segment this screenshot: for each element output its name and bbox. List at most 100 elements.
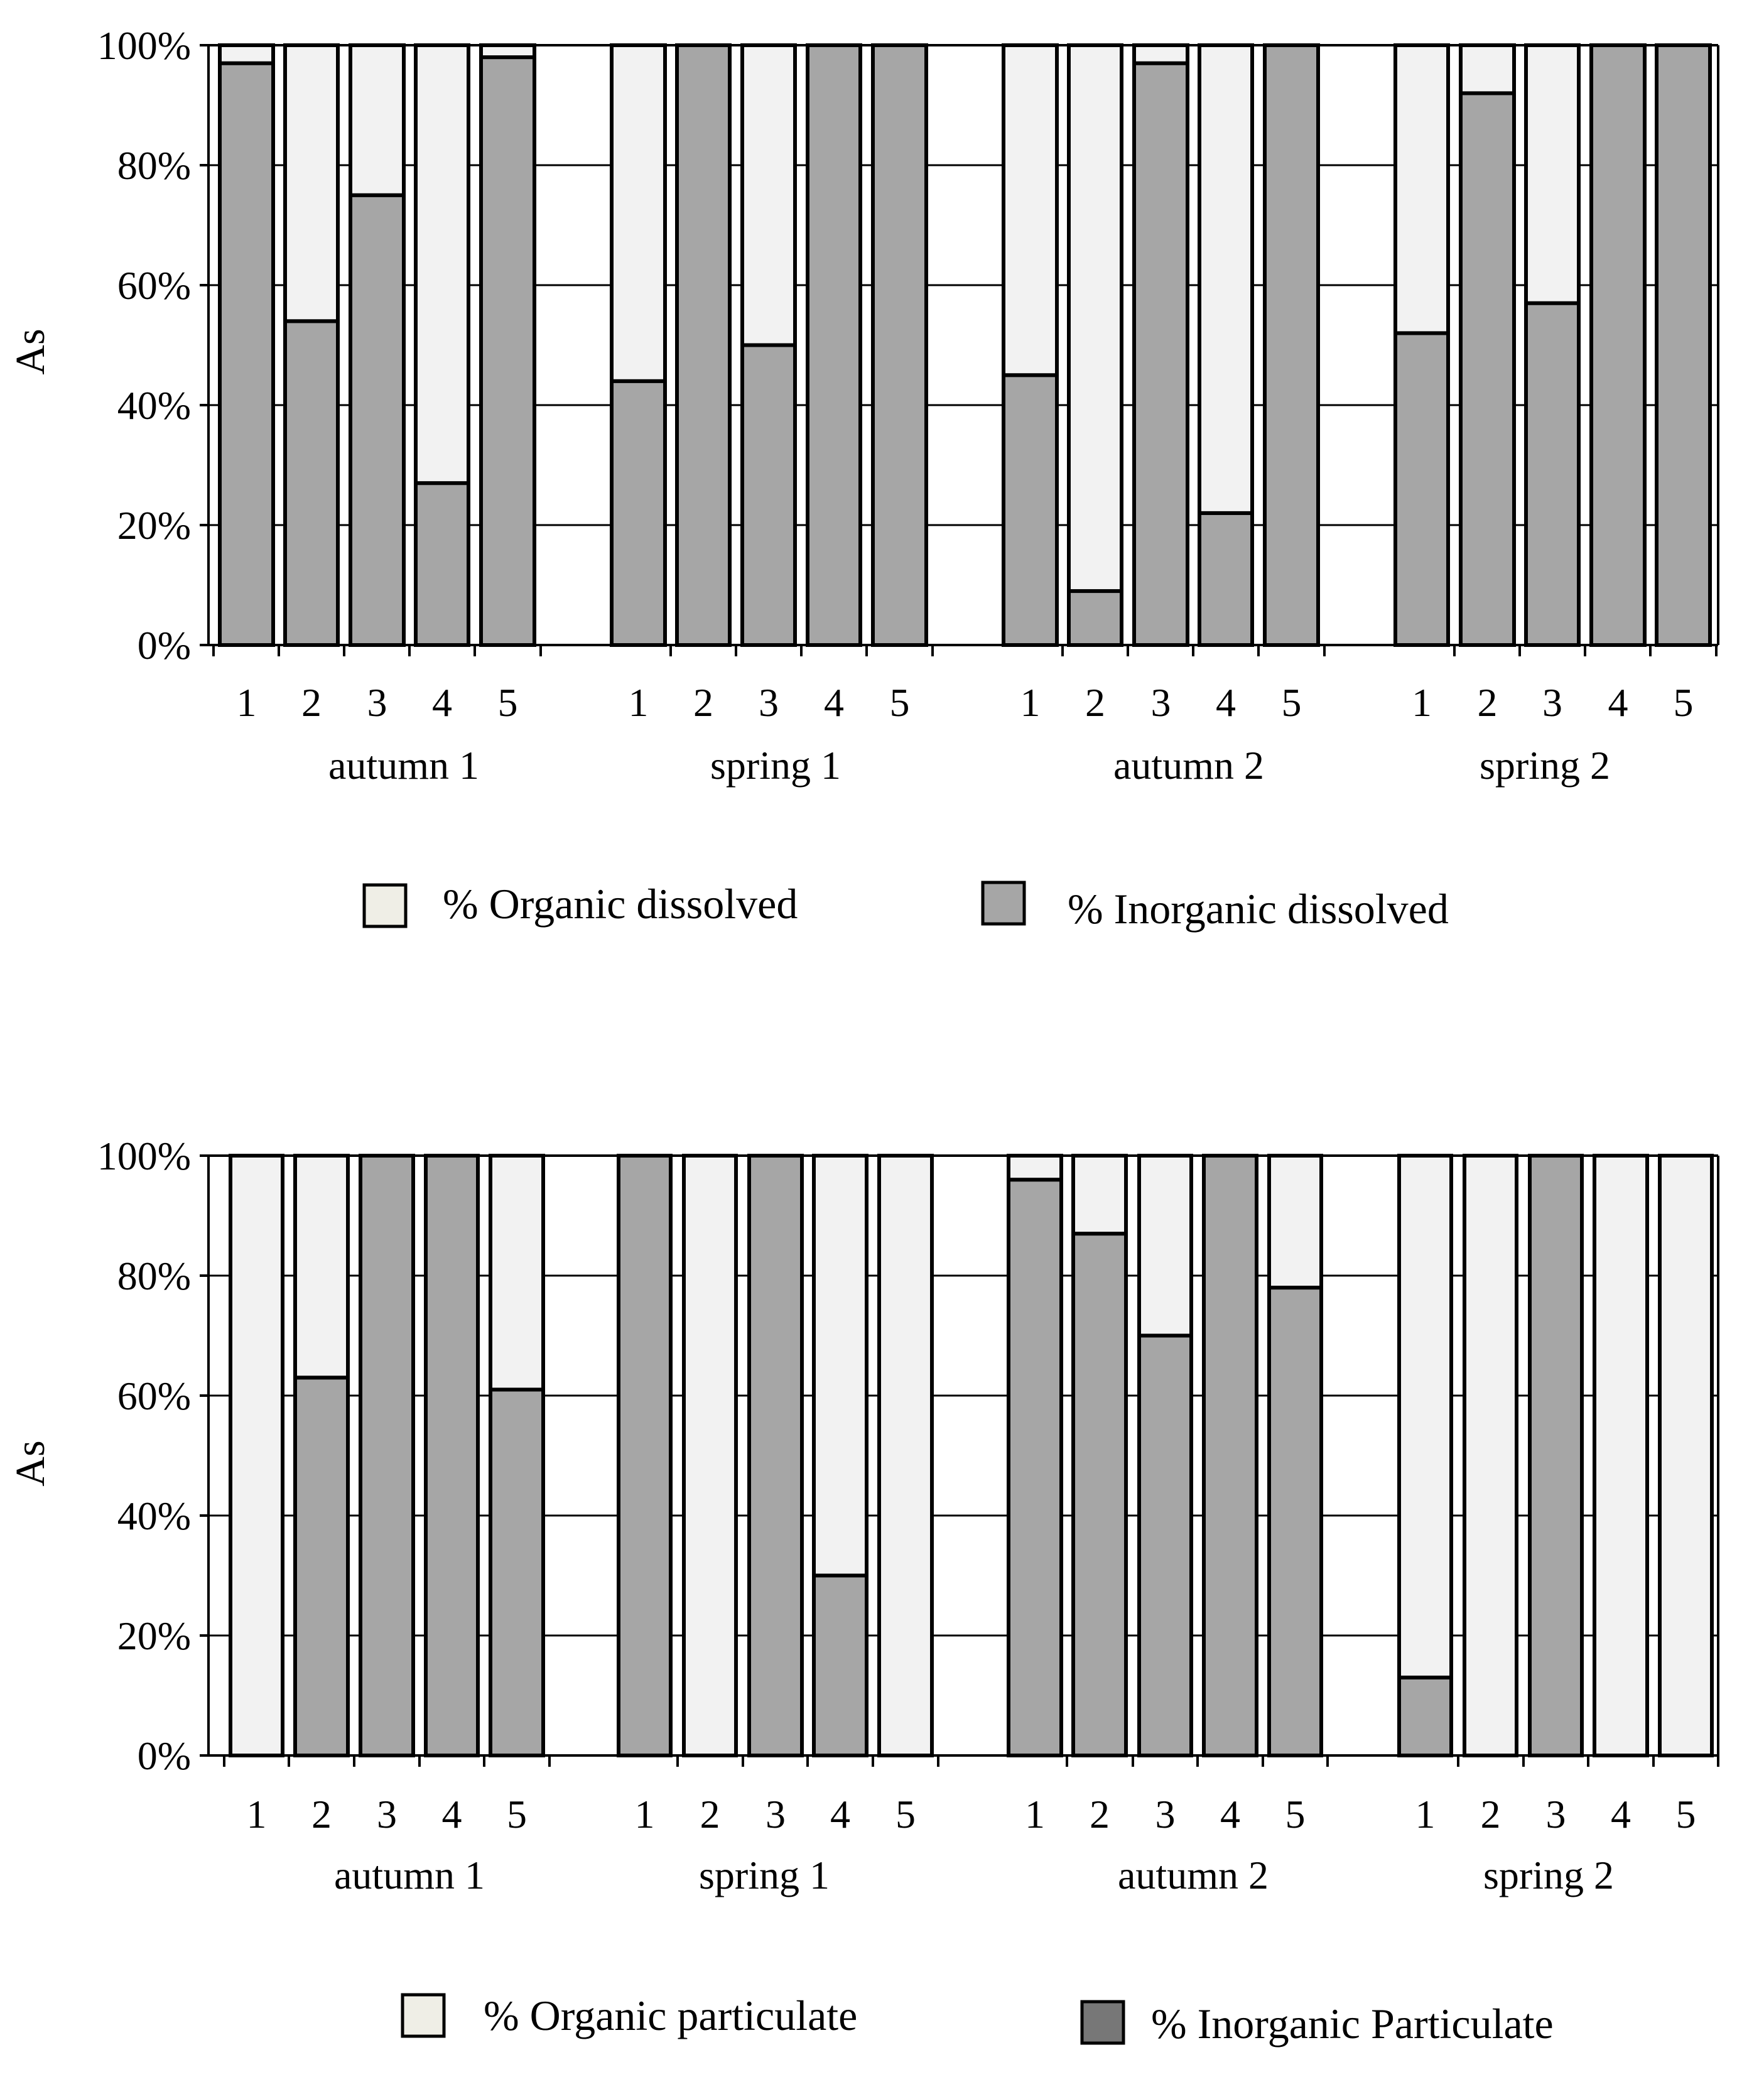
x-category-label: 4	[1220, 1792, 1240, 1836]
x-category-label: 5	[890, 680, 910, 725]
bar-inorganic	[1589, 43, 1647, 647]
bar-organic	[283, 43, 340, 323]
bar-inorganic	[479, 55, 536, 648]
y-tick-label: 80%	[117, 143, 191, 188]
bar-inorganic	[359, 1154, 415, 1757]
bar-inorganic	[1137, 1333, 1193, 1757]
bar-organic	[1071, 1154, 1128, 1236]
bar-organic	[1463, 1154, 1518, 1757]
x-category-label: 3	[766, 1792, 786, 1836]
bar-organic	[293, 1154, 350, 1380]
y-tick-label: 40%	[117, 383, 191, 428]
bar-organic	[1393, 43, 1450, 335]
bar-inorganic	[1528, 1154, 1584, 1757]
bar-organic	[1459, 43, 1516, 95]
x-category-label: 1	[629, 680, 649, 725]
x-category-label: 2	[700, 1792, 720, 1836]
bar-inorganic	[1132, 61, 1189, 647]
legend-swatch	[981, 881, 1026, 926]
x-group-label: spring 1	[710, 743, 841, 788]
bar-inorganic	[610, 379, 667, 647]
y-tick-label: 80%	[117, 1254, 191, 1298]
y-tick-label: 20%	[117, 503, 191, 548]
x-category-label: 3	[1155, 1792, 1176, 1836]
x-category-label: 4	[442, 1792, 462, 1836]
bar-inorganic	[747, 1154, 804, 1757]
x-category-label: 3	[1546, 1792, 1566, 1836]
bar-inorganic	[293, 1375, 350, 1758]
bar-organic	[812, 1154, 868, 1578]
x-category-label: 4	[830, 1792, 850, 1836]
x-category-label: 2	[1481, 1792, 1501, 1836]
bar-inorganic	[1263, 43, 1320, 647]
bar-organic	[414, 43, 470, 486]
x-category-label: 1	[1020, 680, 1041, 725]
legend-label: % Inorganic dissolved	[1068, 885, 1449, 933]
y-axis-label: As	[8, 1440, 53, 1486]
bar-inorganic	[1007, 1178, 1063, 1757]
x-category-label: 1	[1412, 680, 1432, 725]
bar-organic	[479, 43, 536, 60]
bar-inorganic	[675, 43, 732, 647]
bar-organic	[1067, 43, 1123, 594]
legend-label: % Organic dissolved	[443, 880, 798, 928]
x-category-label: 3	[1151, 680, 1171, 725]
x-category-label: 1	[1025, 1792, 1045, 1836]
x-group-label: autumn 1	[334, 1853, 485, 1897]
x-category-label: 5	[1285, 1792, 1306, 1836]
bar-organic	[218, 43, 275, 65]
x-category-label: 5	[896, 1792, 916, 1836]
bar-inorganic	[1393, 331, 1450, 648]
legend-swatch	[362, 883, 408, 928]
bar-inorganic	[1267, 1286, 1323, 1758]
bar-organic	[229, 1154, 284, 1757]
x-group-label: spring 1	[699, 1853, 830, 1897]
bar-inorganic	[1459, 91, 1516, 647]
x-category-label: 2	[301, 680, 322, 725]
x-category-label: 2	[311, 1792, 332, 1836]
y-tick-label: 40%	[117, 1494, 191, 1538]
bar-organic	[1137, 1154, 1193, 1338]
bar-inorganic	[424, 1154, 480, 1757]
x-category-label: 5	[1674, 680, 1694, 725]
bar-inorganic	[1655, 43, 1712, 647]
legend-swatch	[401, 1993, 446, 2038]
x-category-label: 2	[1090, 1792, 1110, 1836]
legend-label: % Organic particulate	[484, 1992, 857, 2039]
y-tick-label: 0%	[138, 1733, 191, 1778]
x-category-label: 3	[367, 680, 387, 725]
bar-inorganic	[1397, 1675, 1453, 1758]
bar-organic	[610, 43, 667, 383]
bar-organic	[349, 43, 406, 197]
bar-organic	[682, 1154, 738, 1757]
bar-inorganic	[1198, 511, 1254, 648]
x-category-label: 3	[377, 1792, 397, 1836]
bar-inorganic	[489, 1387, 545, 1757]
bar-organic	[1002, 43, 1059, 377]
x-category-label: 4	[1611, 1792, 1631, 1836]
bar-inorganic	[812, 1573, 868, 1757]
y-tick-label: 0%	[138, 623, 191, 668]
bar-organic	[1132, 43, 1189, 65]
x-category-label: 4	[824, 680, 844, 725]
bar-inorganic	[740, 343, 797, 647]
x-category-label: 3	[1542, 680, 1562, 725]
bar-organic	[1593, 1154, 1649, 1757]
x-category-label: 5	[1282, 680, 1302, 725]
bar-inorganic	[1002, 373, 1059, 647]
x-category-label: 1	[247, 1792, 267, 1836]
x-category-label: 5	[498, 680, 518, 725]
x-category-label: 1	[1415, 1792, 1436, 1836]
x-category-label: 2	[1478, 680, 1498, 725]
y-tick-label: 60%	[117, 1374, 191, 1418]
bar-inorganic	[283, 319, 340, 647]
x-category-label: 5	[507, 1792, 527, 1836]
bar-inorganic	[1202, 1154, 1258, 1757]
y-tick-label: 20%	[117, 1614, 191, 1658]
bar-organic	[1267, 1154, 1323, 1290]
y-tick-label: 100%	[97, 1134, 191, 1178]
bar-inorganic	[1524, 301, 1581, 647]
legend-swatch	[1080, 2000, 1125, 2045]
